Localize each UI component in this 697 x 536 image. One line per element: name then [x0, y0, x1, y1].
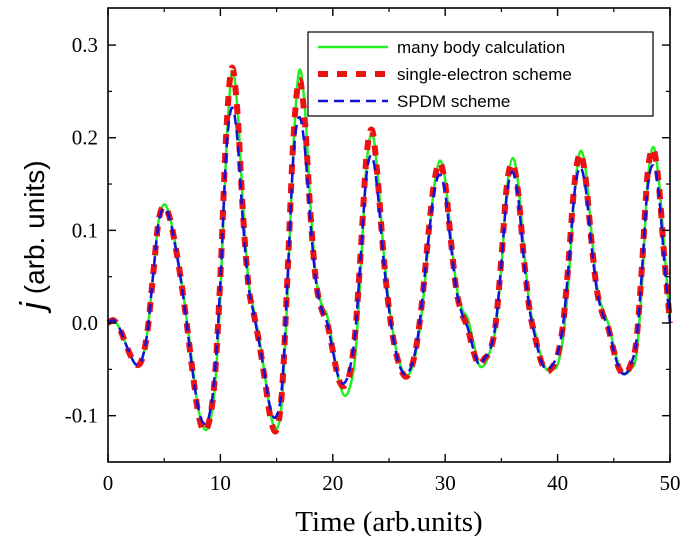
x-tick-label: 10 — [210, 471, 231, 495]
legend-label-many-body: many body calculation — [397, 38, 565, 57]
legend: many body calculation single-electron sc… — [307, 31, 654, 117]
y-axis-unit: (arb. units) — [19, 160, 50, 302]
y-tick-label: 0.2 — [72, 126, 98, 150]
y-tick-label: 0.1 — [72, 218, 98, 242]
series-line-2 — [107, 106, 672, 425]
x-tick-label: 20 — [322, 471, 343, 495]
x-axis-title: Time (arb.units) — [295, 506, 482, 536]
series-line-1 — [106, 64, 673, 435]
y-axis-title: j (arb. units) — [14, 160, 52, 313]
legend-label-single-electron: single-electron scheme — [397, 65, 572, 84]
y-tick-label: -0.1 — [65, 404, 98, 428]
y-tick-label: 0.0 — [72, 311, 98, 335]
x-tick-label: 30 — [435, 471, 456, 495]
legend-label-spdm: SPDM scheme — [397, 92, 510, 111]
x-tick-label: 0 — [103, 471, 114, 495]
series-layer — [106, 64, 673, 435]
y-axis-symbol: j — [14, 301, 52, 314]
tick-layer: 0 10 20 30 40 50 -0.1 0.0 0.1 0.2 0.3 — [65, 8, 681, 495]
x-tick-label: 50 — [660, 471, 681, 495]
x-tick-label: 40 — [547, 471, 568, 495]
y-tick-label: 0.3 — [72, 33, 98, 57]
